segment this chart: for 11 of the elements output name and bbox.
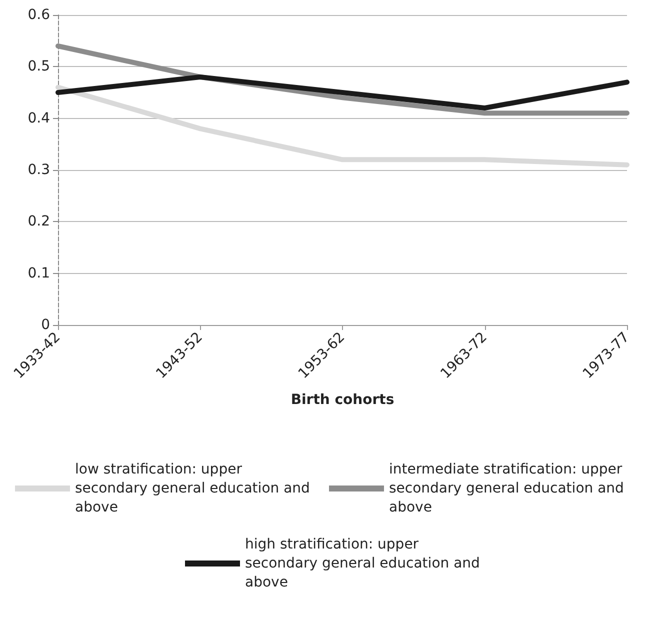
y-tick-label: 0.6: [28, 7, 50, 23]
y-tick-label: 0.5: [28, 58, 50, 75]
y-tick-label: 0: [41, 317, 50, 333]
y-tick-label: 0.3: [28, 162, 50, 178]
legend-label: low stratification: upper secondary general education and above: [75, 462, 314, 516]
y-tick-label: 0.4: [28, 110, 50, 126]
legend-label: high stratification: upper secondary general education and above: [245, 536, 484, 590]
y-tick-label: 0.1: [28, 265, 50, 282]
legend-label: intermediate stratification: upper secondary general education and above: [389, 462, 628, 516]
y-tick-label: 0.2: [28, 214, 50, 230]
x-axis-title: Birth cohorts: [290, 392, 394, 408]
